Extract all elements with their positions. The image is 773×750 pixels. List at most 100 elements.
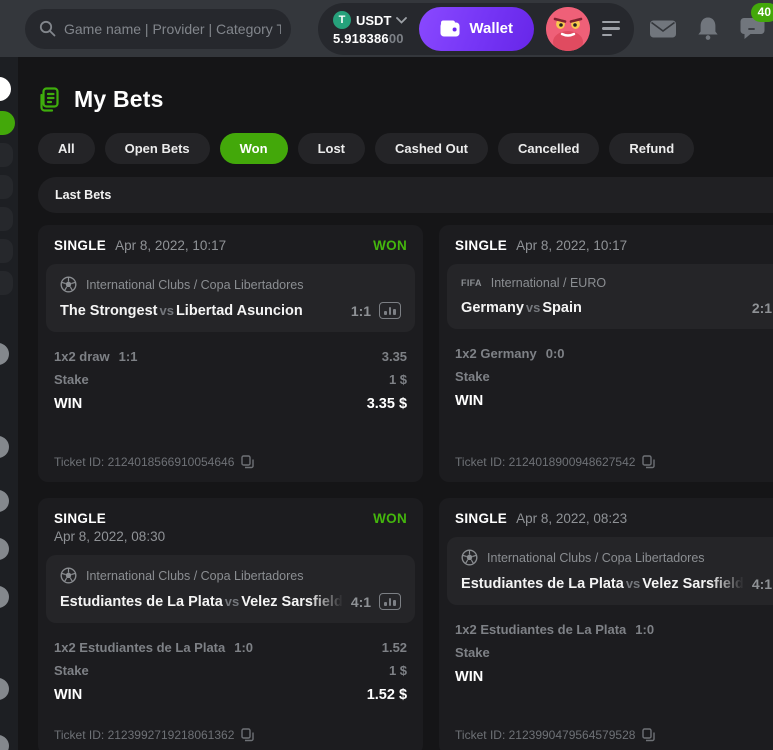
status-badge: WON (373, 238, 408, 253)
balance-amount: 5.91838600 (333, 31, 404, 46)
sidebar-item[interactable] (0, 678, 9, 700)
filter-refund[interactable]: Refund (609, 133, 695, 164)
sidebar-item[interactable] (0, 77, 11, 101)
match-title: Germany vs Spain (461, 299, 744, 316)
bet-type: SINGLE (455, 511, 508, 526)
filter-lost[interactable]: Lost (297, 133, 366, 164)
soccer-icon (60, 567, 77, 584)
currency-code: USDT (356, 12, 392, 28)
mail-icon[interactable] (650, 19, 676, 39)
league-label: International Clubs / Copa Libertadores (86, 568, 304, 583)
my-bets-page: My Bets All Open Bets Won Lost Cashed Ou… (18, 57, 773, 750)
selection-row: 1x2 draw 1:1 3.35 (54, 345, 407, 368)
copy-icon[interactable] (642, 455, 656, 469)
bet-date: Apr 8, 2022, 08:30 (54, 529, 166, 544)
stats-icon[interactable] (379, 593, 402, 610)
odds-value: 1.52 (381, 640, 408, 655)
filter-all[interactable]: All (38, 133, 95, 164)
copy-icon[interactable] (241, 455, 255, 469)
account-pill: T USDT 5.91838600 Wallet (318, 2, 635, 55)
topbar-icons: 40 (650, 2, 773, 41)
win-value: 1.52 $ (366, 687, 408, 703)
ticket-id: 2124018900948627542 (508, 455, 636, 469)
status-badge: WON (373, 511, 408, 526)
match-score: 2:1 (751, 299, 773, 316)
sidebar-item[interactable] (0, 239, 13, 263)
bet-card: SINGLE Apr 8, 2022, 08:30 WON Internatio… (38, 498, 424, 750)
avatar[interactable] (546, 6, 591, 51)
match-title: Estudiantes de La Plata vs Velez Sarsfield (60, 593, 343, 610)
selection-row: 1x2 Estudiantes de La Plata 1:0 1.52 (54, 636, 407, 659)
sidebar-item-active[interactable] (0, 111, 15, 135)
ticket-id: 2124018566910054646 (107, 455, 235, 469)
filter-open-bets[interactable]: Open Bets (104, 133, 210, 164)
chat-icon[interactable]: 40 (740, 2, 773, 41)
stake-value: 1 $ (388, 372, 408, 387)
league-label: International / EURO (490, 276, 607, 290)
win-value: 3.35 $ (366, 396, 408, 412)
bet-card: SINGLE Apr 8, 2022, 08:23 WON Internatio… (439, 498, 773, 750)
menu-icon[interactable] (602, 17, 622, 41)
copy-icon[interactable] (642, 728, 656, 742)
wallet-icon (440, 20, 460, 37)
bet-type: SINGLE (455, 238, 508, 253)
search-icon (39, 20, 56, 37)
copy-icon[interactable] (241, 728, 255, 742)
sidebar-item[interactable] (0, 538, 9, 560)
stats-icon[interactable] (379, 302, 402, 319)
sidebar-item[interactable] (0, 490, 9, 512)
match-score: 1:1 (350, 302, 372, 319)
sidebar-item[interactable] (0, 207, 13, 231)
sidebar-item[interactable] (0, 343, 9, 365)
sidebar-item[interactable] (0, 735, 9, 750)
match-info: International Clubs / Copa Libertadores … (447, 537, 773, 605)
bet-card: SINGLE Apr 8, 2022, 10:17 WON Internatio… (38, 225, 424, 482)
filter-cashed-out[interactable]: Cashed Out (375, 133, 488, 164)
chat-unread-badge: 40 (750, 2, 773, 22)
ticket-row: Ticket ID: 2124018566910054646 (54, 455, 255, 469)
usdt-coin-icon: T (333, 11, 351, 29)
match-score: 4:1 (751, 575, 773, 592)
win-row: WIN 3.35 $ (54, 393, 407, 416)
stake-row: Stake2 $ (455, 645, 490, 660)
filter-cancelled[interactable]: Cancelled (497, 133, 600, 164)
chevron-down-icon (396, 16, 408, 24)
match-info: International Clubs / Copa Libertadores … (46, 555, 416, 623)
bet-card: SINGLE Apr 8, 2022, 10:17 WON FIFA Inter… (439, 225, 773, 482)
ticket-id: 2123992719218061362 (107, 728, 235, 742)
fifa-icon: FIFA (461, 277, 482, 288)
odds-value: 3.35 (381, 349, 408, 364)
search-input[interactable] (64, 20, 281, 37)
bet-date: Apr 8, 2022, 10:17 (115, 238, 227, 253)
sidebar-item[interactable] (0, 586, 9, 608)
sidebar-item[interactable] (0, 436, 9, 458)
sidebar-item[interactable] (0, 143, 13, 167)
bet-cards-grid: SINGLE Apr 8, 2022, 10:17 WON Internatio… (38, 225, 773, 750)
ticket-id: 2123990479564579528 (508, 728, 636, 742)
currency-selector[interactable]: T USDT 5.91838600 (333, 11, 408, 46)
sort-dropdown[interactable]: Last Bets (38, 177, 773, 213)
league-label: International Clubs / Copa Libertadores (86, 277, 304, 292)
bet-type: SINGLE (54, 511, 107, 526)
sort-dropdown-value: Last Bets (55, 188, 112, 202)
win-row: WIN 1.52 $ (54, 684, 407, 707)
league-label: International Clubs / Copa Libertadores (487, 550, 705, 565)
sidebar-item[interactable] (0, 271, 13, 295)
ticket-row: Ticket ID: 2123990479564579528 (455, 728, 656, 742)
wallet-button[interactable]: Wallet (419, 6, 535, 51)
my-bets-icon (38, 86, 61, 112)
search-bar[interactable] (25, 8, 291, 49)
sidebar-item[interactable] (0, 175, 13, 199)
page-title: My Bets (74, 85, 164, 112)
sidebar-rail (0, 57, 18, 750)
filter-won[interactable]: Won (219, 133, 288, 164)
stake-value: 1 $ (388, 663, 408, 678)
ticket-row: Ticket ID: 2123992719218061362 (54, 728, 255, 742)
bell-icon[interactable] (697, 17, 719, 41)
